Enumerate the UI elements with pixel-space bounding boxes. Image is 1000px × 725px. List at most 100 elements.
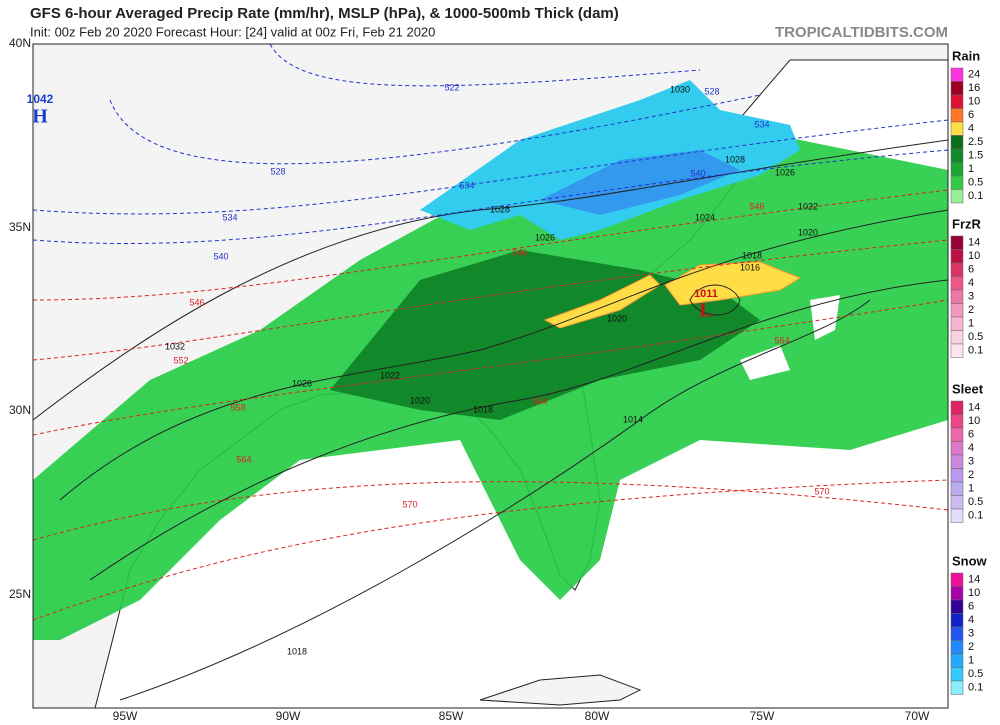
- isobar-label: 1018: [473, 404, 493, 414]
- thickness-label: 552: [173, 355, 188, 365]
- legend-label: 2: [968, 469, 974, 481]
- thickness-cold: [32, 43, 949, 245]
- legend-swatch: [950, 495, 964, 510]
- lon-label: 80W: [585, 709, 610, 723]
- heavy-rain: [330, 250, 760, 420]
- legend-swatch: [950, 262, 964, 277]
- legend-swatch: [950, 148, 964, 163]
- legend-label: 1: [968, 483, 974, 495]
- legend-label: 2: [968, 304, 974, 316]
- thickness-label: 528: [270, 166, 285, 176]
- isobar-label: 1022: [380, 370, 400, 380]
- isobar-label: 1020: [798, 227, 818, 237]
- isobar-label: 1018: [287, 646, 307, 656]
- legend-swatch: [950, 303, 964, 318]
- isobar-label: 1028: [490, 204, 510, 214]
- thickness-warm: [32, 189, 949, 621]
- legend-label: 3: [968, 628, 974, 640]
- legend-label: 10: [968, 250, 980, 262]
- legend-label: 0.1: [968, 345, 983, 357]
- legend-label: 3: [968, 291, 974, 303]
- lat-label: 25N: [9, 587, 31, 601]
- legend-swatch: [950, 626, 964, 641]
- legend-swatch: [950, 667, 964, 682]
- thickness-label: 546: [189, 297, 204, 307]
- center-pressure: 1042: [27, 92, 54, 106]
- isobar-label: 1026: [775, 167, 795, 177]
- legend-swatch: [950, 162, 964, 177]
- isobar-label: 1018: [742, 250, 762, 260]
- isobar-label: 1028: [725, 154, 745, 164]
- thickness-label: 534: [754, 119, 769, 129]
- legend-label: 10: [968, 96, 980, 108]
- lon-label: 85W: [439, 709, 464, 723]
- legend-title: FrzR: [952, 216, 982, 231]
- lat-label: 30N: [9, 403, 31, 417]
- legend-label: 14: [968, 402, 980, 414]
- thickness-label: 570: [814, 486, 829, 496]
- center-letter: L: [699, 300, 712, 322]
- legend-swatch: [950, 316, 964, 331]
- subtitle: Init: 00z Feb 20 2020 Forecast Hour: [24…: [30, 24, 435, 39]
- legend-label: 1: [968, 655, 974, 667]
- legend-swatch: [950, 175, 964, 190]
- legend-swatch: [950, 572, 964, 587]
- legend-label: 6: [968, 601, 974, 613]
- isobar-label: 1016: [740, 262, 760, 272]
- legend-swatch: [950, 189, 964, 204]
- lon-label: 70W: [905, 709, 930, 723]
- isobar-label: 1024: [695, 212, 715, 222]
- map-frame: [32, 43, 949, 709]
- thickness-label: 546: [512, 247, 527, 257]
- legend-swatch: [950, 508, 964, 523]
- lon-label: 90W: [276, 709, 301, 723]
- lat-label: 40N: [9, 36, 31, 50]
- lat-label: 35N: [9, 220, 31, 234]
- legend-label: 14: [968, 237, 980, 249]
- heavy-snow: [540, 150, 740, 215]
- legend-swatch: [950, 454, 964, 469]
- legend-swatch: [950, 249, 964, 264]
- legend-label: 2: [968, 641, 974, 653]
- legend-label: 0.5: [968, 331, 983, 343]
- legend-label: 4: [968, 614, 974, 626]
- legend-label: 24: [968, 69, 980, 81]
- legend-swatch: [950, 94, 964, 109]
- legend-label: 6: [968, 264, 974, 276]
- legend-label: 10: [968, 587, 980, 599]
- center-letter: H: [32, 106, 48, 128]
- isobar-label: 1014: [623, 414, 643, 424]
- thickness-label: 540: [690, 168, 705, 178]
- legend-swatch: [950, 613, 964, 628]
- legend-label: 4: [968, 442, 974, 454]
- thickness-label: 540: [213, 251, 228, 261]
- legend-swatch: [950, 653, 964, 668]
- legend-swatch: [950, 468, 964, 483]
- legend-swatch: [950, 414, 964, 429]
- cuba: [479, 674, 642, 706]
- legend-swatch: [950, 343, 964, 358]
- lon-label: 95W: [113, 709, 138, 723]
- map: [32, 43, 949, 709]
- legend-swatch: [950, 427, 964, 442]
- thickness-label: 558: [230, 402, 245, 412]
- title: GFS 6-hour Averaged Precip Rate (mm/hr),…: [30, 5, 619, 22]
- isobar-label: 1026: [535, 232, 555, 242]
- legend-label: 4: [968, 123, 974, 135]
- legend-label: 0.1: [968, 510, 983, 522]
- thickness-label: 570: [402, 499, 417, 509]
- snow-area: [420, 80, 800, 240]
- dry-slot: [740, 295, 840, 380]
- legend-label: 0.1: [968, 190, 983, 202]
- legend-label: 14: [968, 574, 980, 586]
- legend-swatch: [950, 481, 964, 496]
- isobar-label: 1022: [798, 201, 818, 211]
- thickness-label: 564: [236, 454, 251, 464]
- legend-label: 6: [968, 109, 974, 121]
- legend-swatch: [950, 586, 964, 601]
- legend-swatch: [950, 67, 964, 82]
- legend-swatch: [950, 235, 964, 250]
- isobars: [32, 139, 949, 701]
- legend-swatch: [950, 81, 964, 96]
- legend-swatch: [950, 680, 964, 695]
